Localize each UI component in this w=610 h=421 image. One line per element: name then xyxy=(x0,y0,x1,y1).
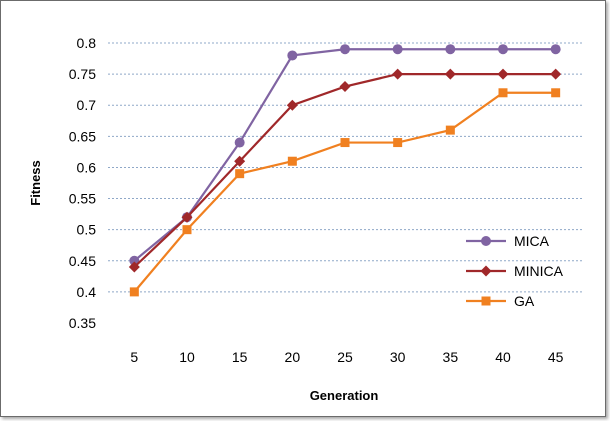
data-point xyxy=(551,88,561,98)
data-point xyxy=(181,211,193,223)
x-tick-label: 15 xyxy=(232,349,248,365)
data-point xyxy=(445,125,455,135)
data-point xyxy=(340,44,350,55)
legend-marker xyxy=(480,265,492,277)
x-tick-label: 40 xyxy=(495,349,511,365)
series-ga xyxy=(129,88,561,297)
x-axis-title: Generation xyxy=(310,388,379,403)
data-point xyxy=(550,68,562,80)
data-point xyxy=(128,261,140,273)
data-point xyxy=(392,68,404,80)
data-point xyxy=(498,88,508,98)
data-point xyxy=(444,68,456,80)
y-tick-label: 0.45 xyxy=(69,253,96,269)
y-tick-label: 0.35 xyxy=(69,315,96,331)
y-tick-label: 0.8 xyxy=(77,35,97,51)
data-point xyxy=(497,68,509,80)
data-point xyxy=(182,225,192,235)
legend-marker xyxy=(481,296,491,306)
data-point xyxy=(235,169,245,179)
legend-label: GA xyxy=(514,293,535,309)
data-point xyxy=(392,44,403,55)
series-layer xyxy=(128,44,562,297)
legend-label: MINICA xyxy=(514,263,564,279)
legend: MICA MINICA GA xyxy=(466,233,564,309)
series-minica xyxy=(128,68,562,273)
legend-label: MICA xyxy=(514,233,550,249)
grid-lines xyxy=(108,42,582,293)
series-line xyxy=(133,48,556,262)
x-tick-label: 25 xyxy=(337,349,353,365)
data-point xyxy=(550,44,561,55)
data-point xyxy=(339,81,351,93)
y-tick-label: 0.4 xyxy=(77,284,97,300)
x-axis-tick-labels: 5 10 15 20 25 30 35 40 45 xyxy=(130,349,563,365)
data-point xyxy=(498,44,508,55)
series-line xyxy=(133,91,556,293)
data-point xyxy=(234,137,245,148)
y-tick-label: 0.75 xyxy=(69,66,96,82)
legend-item-mica: MICA xyxy=(466,233,550,249)
y-tick-label: 0.55 xyxy=(69,191,96,207)
x-tick-label: 20 xyxy=(285,349,301,365)
data-point xyxy=(340,138,350,148)
x-tick-label: 30 xyxy=(390,349,406,365)
data-point xyxy=(287,156,297,166)
y-axis-tick-labels: 0.35 0.4 0.45 0.5 0.55 0.6 0.65 0.7 0.75 0.8 xyxy=(69,35,96,331)
legend-marker xyxy=(481,236,491,246)
x-tick-label: 10 xyxy=(179,349,195,365)
y-axis-title: Fitness xyxy=(28,160,43,206)
data-point xyxy=(129,287,139,297)
y-tick-label: 0.5 xyxy=(77,222,97,238)
x-tick-label: 35 xyxy=(443,349,459,365)
legend-item-ga: GA xyxy=(466,293,535,309)
series-mica xyxy=(129,44,561,266)
data-point xyxy=(445,44,456,55)
series-line xyxy=(133,73,556,268)
legend-item-minica: MINICA xyxy=(466,263,564,279)
x-tick-label: 5 xyxy=(130,349,138,365)
y-tick-label: 0.6 xyxy=(77,159,97,175)
data-point xyxy=(286,99,298,111)
y-tick-label: 0.7 xyxy=(77,97,97,113)
x-tick-label: 45 xyxy=(548,349,564,365)
data-point xyxy=(393,138,403,148)
y-tick-label: 0.65 xyxy=(69,128,96,144)
data-point xyxy=(234,155,246,167)
data-point xyxy=(287,50,298,61)
